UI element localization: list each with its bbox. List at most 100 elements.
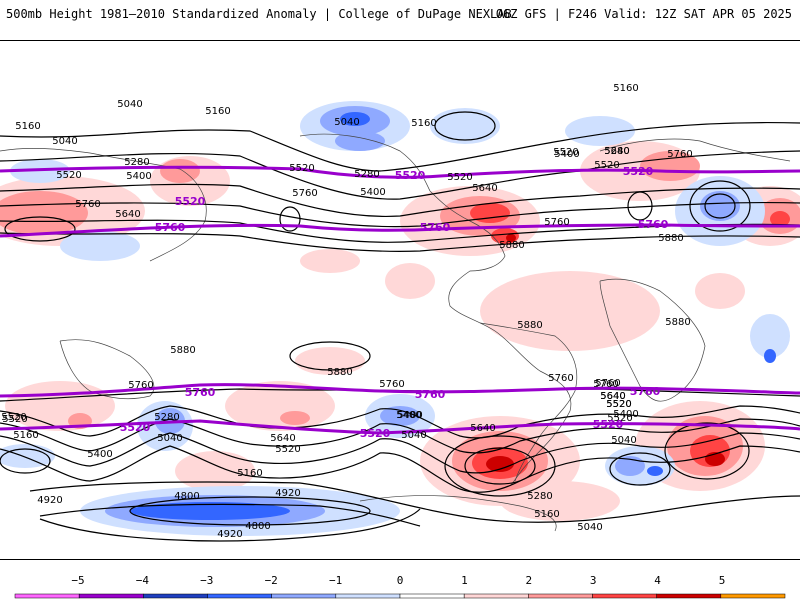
contour-label: 5160 <box>534 509 559 520</box>
contour-label: 5040 <box>401 430 426 441</box>
contour-label: 5160 <box>237 468 262 479</box>
contour-label: 5520 <box>594 160 619 171</box>
reference-label: 5760 <box>185 386 216 399</box>
colorbar-swatch <box>528 593 593 599</box>
contour-label: 5880 <box>658 233 683 244</box>
contour-label: 5640 <box>270 433 295 444</box>
reference-label: 5520 <box>175 195 206 208</box>
contour-label: 5640 <box>115 209 140 220</box>
contour-label: 5040 <box>334 117 359 128</box>
colorbar-swatch <box>143 593 208 599</box>
contour-label: 5760 <box>667 149 692 160</box>
contour-label: 5880 <box>665 317 690 328</box>
contour-label: 5520 <box>1 412 26 423</box>
contour-label: 5040 <box>52 136 77 147</box>
map-title: 500mb Height 1981–2010 Standardized Anom… <box>6 7 512 21</box>
contour-label: 5880 <box>499 240 524 251</box>
contour-label: 5760 <box>548 373 573 384</box>
contour-label: 5280 <box>604 146 629 157</box>
contour-label: 5640 <box>604 146 629 157</box>
reference-label: 5520 <box>623 165 654 178</box>
reference-label: 5520 <box>593 418 624 431</box>
contour-label: 5400 <box>87 449 112 460</box>
contour-label: 5400 <box>613 409 638 420</box>
contour-label: 5280 <box>527 491 552 502</box>
run-info: 06Z GFS | F246 Valid: 12Z SAT APR 05 202… <box>495 7 792 21</box>
colorbar-tick-label: −1 <box>328 574 343 587</box>
contour-label: 5520 <box>56 170 81 181</box>
contour-label: 5160 <box>411 118 436 129</box>
contour-labels: 5040 5160 5160 5040 5160 5160 5280 5400 … <box>1 83 692 540</box>
contour-label: 5400 <box>397 410 422 421</box>
reference-label: 5760 <box>638 218 669 231</box>
colorbar-tick-label: −3 <box>200 574 214 587</box>
map-panel[interactable]: 5040 5160 5160 5040 5160 5160 5280 5400 … <box>0 40 800 560</box>
contour-label: 5280 <box>154 412 179 423</box>
contour-label: 5760 <box>595 378 620 389</box>
contour-label: 5760 <box>593 379 618 390</box>
header: 500mb Height 1981–2010 Standardized Anom… <box>0 0 800 30</box>
colorbar-swatch <box>592 593 657 599</box>
colorbar-swatch <box>335 593 401 599</box>
colorbar-tick-label: 2 <box>525 574 533 587</box>
contour-label: 4920 <box>217 529 242 540</box>
contour-label: 5640 <box>600 391 625 402</box>
contour-label: 5760 <box>544 217 569 228</box>
colorbar-swatch <box>14 593 80 599</box>
contour-label: 5640 <box>472 183 497 194</box>
contour-label: 5520 <box>606 399 631 410</box>
contour-label: 4800 <box>245 521 270 532</box>
contour-label: 5520 <box>553 147 578 158</box>
contour-label: 5640 <box>470 423 495 434</box>
colorbar: −5 −4 −3 −2 −1 0 1 2 3 4 5 <box>0 570 800 600</box>
contour-label: 5280 <box>354 169 379 180</box>
height-contours <box>0 111 800 542</box>
reference-label: 5520 <box>360 427 391 440</box>
contour-label: 5760 <box>292 188 317 199</box>
colorbar-swatch <box>271 593 337 599</box>
contour-label: 5520 <box>289 163 314 174</box>
contour-label: 5160 <box>205 106 230 117</box>
colorbar-tick-label: −5 <box>71 574 85 587</box>
contour-label: 5640 <box>600 391 625 402</box>
contour-label: 5520 <box>2 414 27 425</box>
contour-label: 5520 <box>275 444 300 455</box>
colorbar-tick-label: −4 <box>135 574 150 587</box>
colorbar-tick-label: 5 <box>718 574 726 587</box>
contour-label: 5040 <box>611 435 636 446</box>
contour-label: 5760 <box>75 199 100 210</box>
contour-label: 5160 <box>15 121 40 132</box>
colorbar-tick-label: 3 <box>589 574 597 587</box>
contour-label: 5880 <box>170 345 195 356</box>
contour-label: 5280 <box>124 157 149 168</box>
reference-label: 5760 <box>155 221 186 234</box>
contour-label: 5760 <box>379 379 404 390</box>
contour-label: 5760 <box>128 380 153 391</box>
colorbar-swatch <box>656 593 722 599</box>
anomaly-map: 5040 5160 5160 5040 5160 5160 5280 5400 … <box>0 41 800 559</box>
contour-label: 5160 <box>13 430 38 441</box>
reference-label: 5760 <box>415 388 446 401</box>
colorbar-swatch <box>463 593 529 599</box>
contour-label: 5400 <box>360 187 385 198</box>
contour-label: 4920 <box>275 488 300 499</box>
reference-label: 5520 <box>395 169 426 182</box>
colorbar-swatch <box>399 593 465 599</box>
reference-label: 5520 <box>120 421 151 434</box>
contour-label: 5520 <box>447 172 472 183</box>
contour-label: 5400 <box>126 171 151 182</box>
reference-contours <box>0 165 800 435</box>
contour-label: 5040 <box>157 433 182 444</box>
colorbar-tick-label: 1 <box>461 574 468 587</box>
contour-label: 5880 <box>517 320 542 331</box>
contour-label: 5040 <box>117 99 142 110</box>
contour-label: 5160 <box>613 83 638 94</box>
contour-label: 5400 <box>554 149 579 160</box>
contour-label: 4920 <box>37 495 62 506</box>
reference-label: 5760 <box>420 221 451 234</box>
colorbar-swatches <box>14 593 786 599</box>
reference-labels: 5520 5520 5520 5760 5760 5760 5760 5760 … <box>120 165 669 440</box>
contour-label: 5880 <box>327 367 352 378</box>
colorbar-tick-label: 4 <box>654 574 661 587</box>
colorbar-tick-label: 0 <box>396 574 404 587</box>
